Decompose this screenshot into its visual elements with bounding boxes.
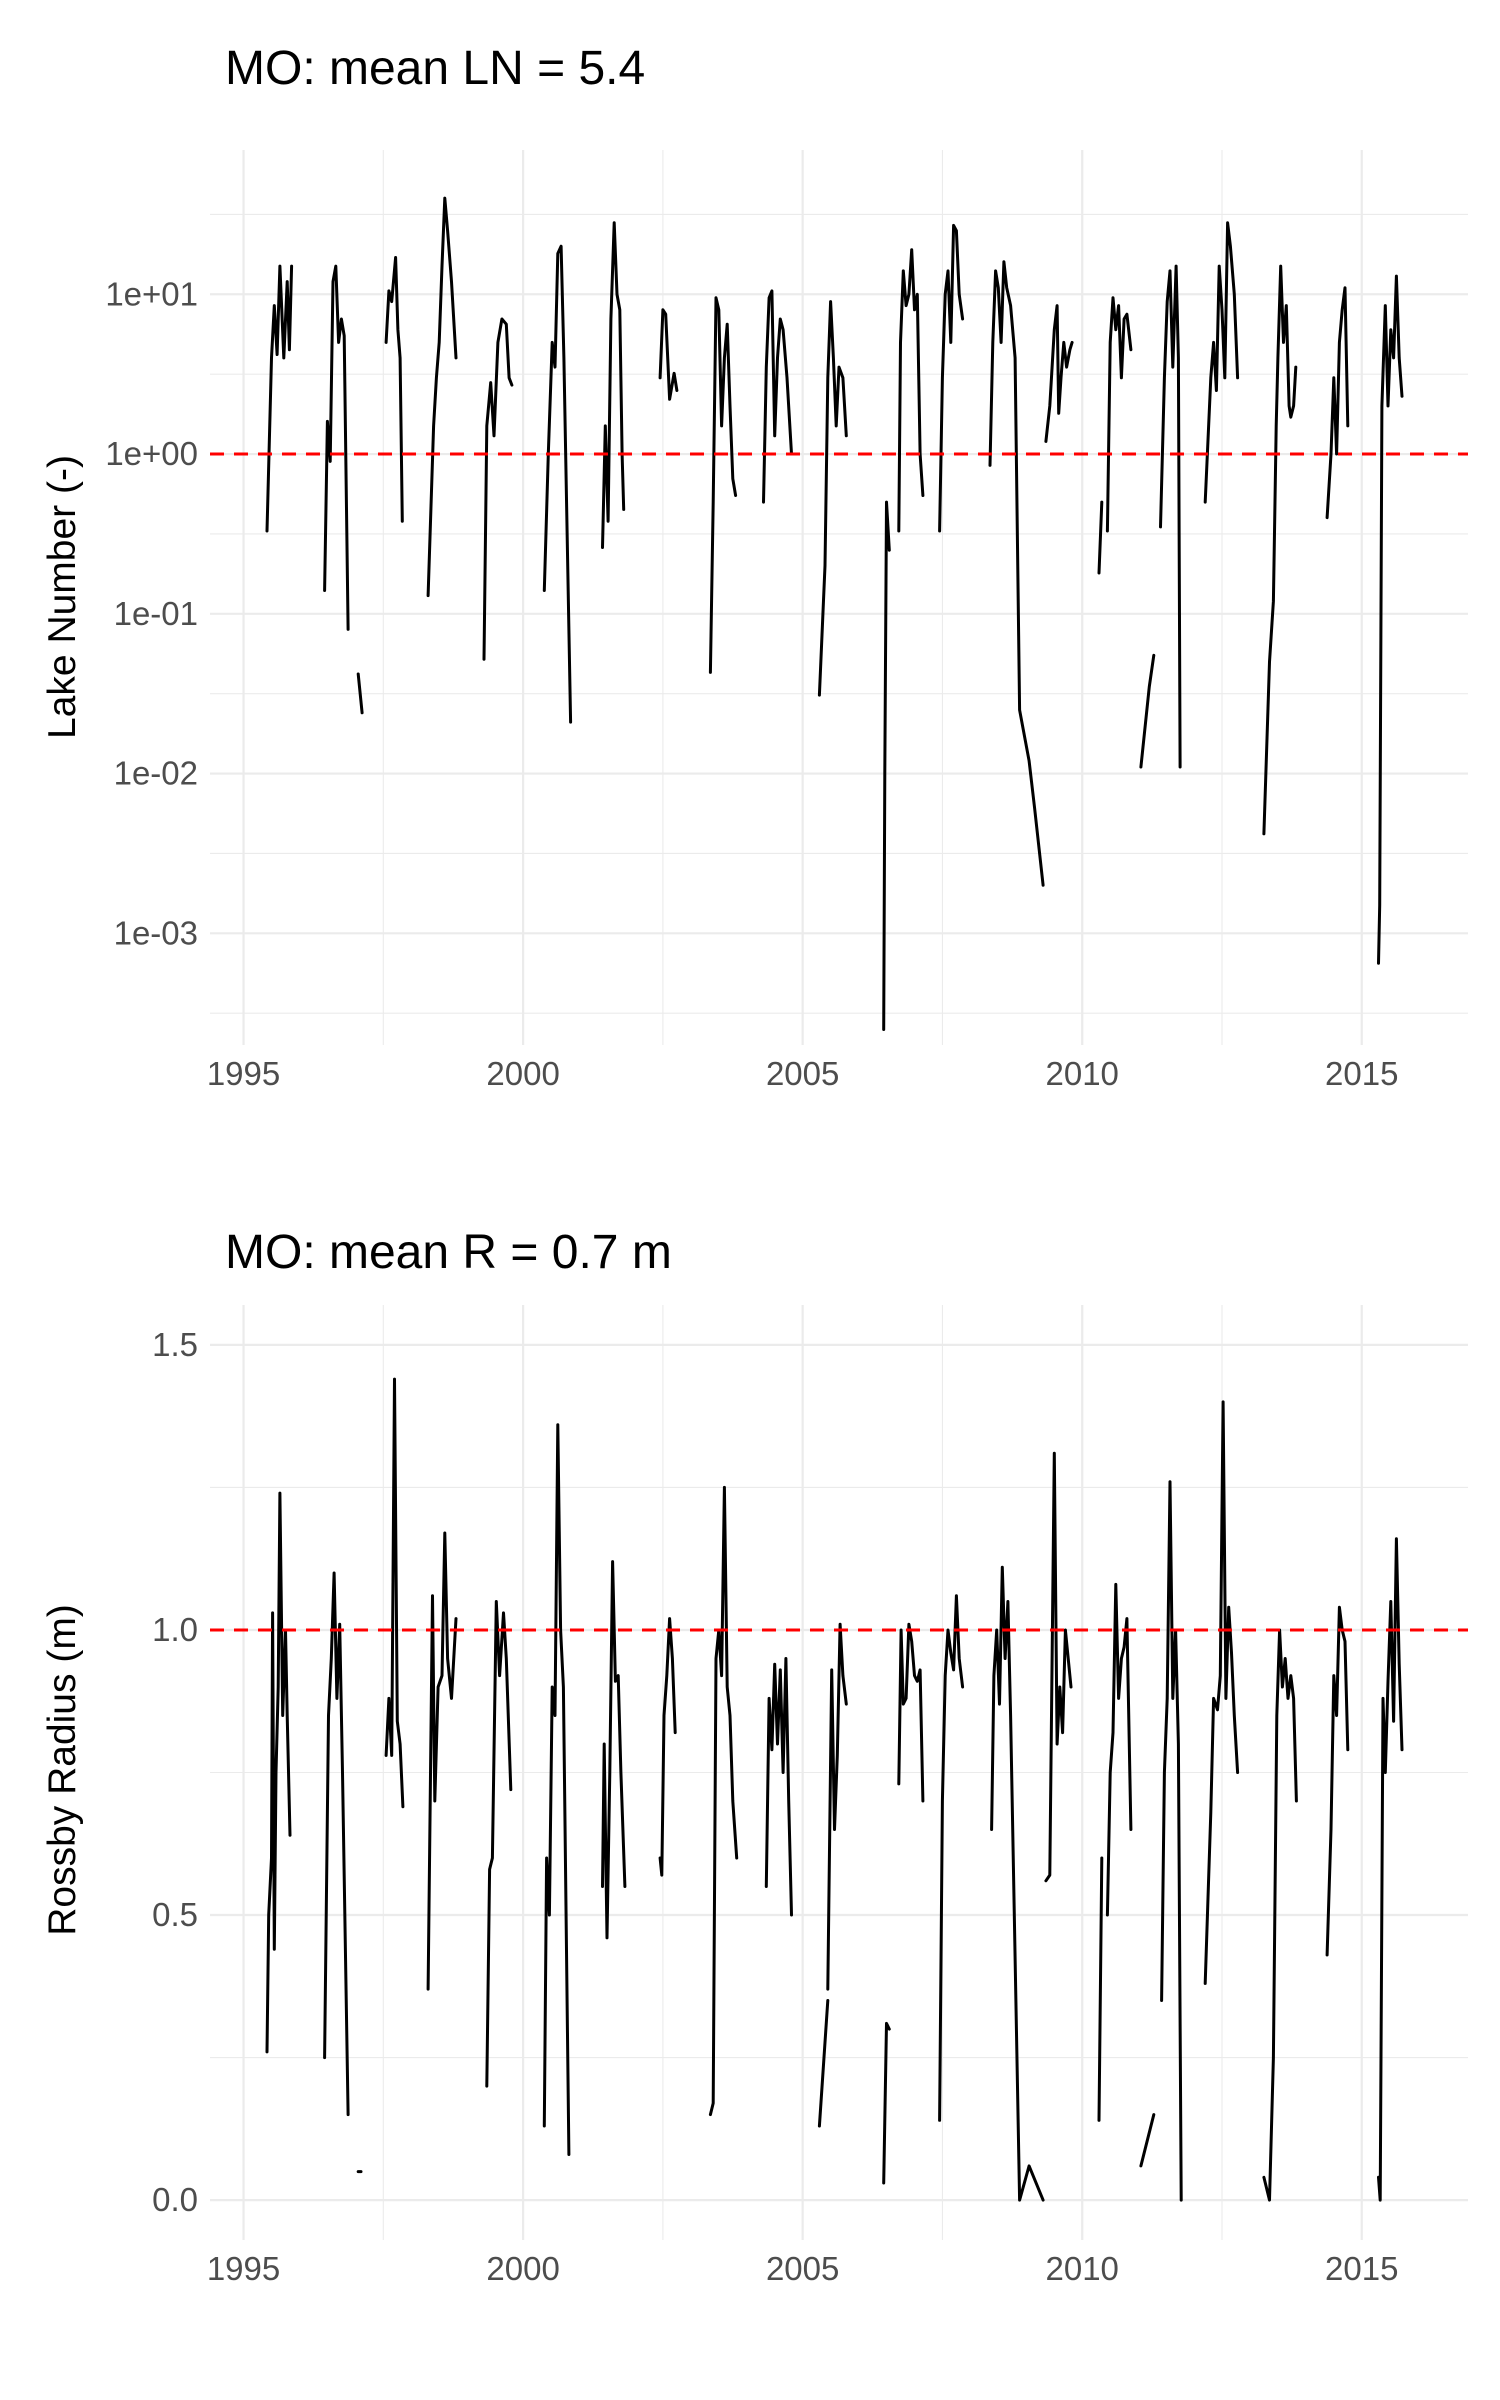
rossby-radius-series-segment [1139, 2113, 1156, 2168]
rossby-radius-series-segment [1044, 1451, 1073, 1883]
rossby-radius-series-segment [601, 1560, 627, 1940]
lake-number-series-segment [265, 264, 294, 533]
lake-number-x-tick-label: 2015 [1325, 1055, 1398, 1092]
rossby-radius-series-segment [708, 1485, 739, 2117]
lake-number-panel: MO: mean LN = 5.4 Lake Number (-) 1995 20… [41, 42, 1468, 1092]
rossby-radius-series-segment [897, 1622, 925, 1803]
lake-number-y-tick-labels: 1e-03 1e-02 1e-01 1e+00 1e+01 [105, 275, 198, 951]
rossby-radius-panel: MO: mean R = 0.7 m Rossby Radius (m) 199… [41, 1226, 1468, 2287]
lake-number-series-segment [1097, 500, 1104, 575]
rossby-radius-x-tick-label: 2000 [486, 2250, 559, 2287]
lake-number-series-segment [1159, 264, 1182, 769]
lake-number-x-tick-label: 1995 [207, 1055, 280, 1092]
lake-number-y-tick-label: 1e+00 [105, 435, 198, 472]
rossby-radius-series-segment [384, 1377, 405, 1809]
rossby-radius-series-segment [938, 1594, 965, 2122]
lake-number-series-segment [762, 289, 793, 504]
rossby-radius-x-tick-label: 2015 [1325, 2250, 1398, 2287]
lake-number-series-segment [542, 244, 573, 724]
lake-number-series-segment [323, 264, 350, 631]
lake-number-x-tick-label: 2005 [766, 1055, 839, 1092]
lake-number-series-segment [1325, 286, 1350, 520]
lake-number-series-segment [1139, 653, 1156, 769]
lake-number-x-tick-label: 2000 [486, 1055, 559, 1092]
lake-number-series-segment [1105, 296, 1133, 533]
rossby-radius-series-segment [882, 2021, 891, 2185]
rossby-radius-series-segment [764, 1657, 793, 1917]
lake-number-series-segment [882, 500, 891, 1031]
lake-number-series-segment [1203, 221, 1240, 504]
lake-number-series-segment [658, 308, 679, 401]
rossby-radius-x-tick-label: 1995 [207, 2250, 280, 2287]
rossby-radius-series-segment [485, 1600, 513, 2088]
lake-number-y-tick-label: 1e-02 [114, 755, 198, 792]
rossby-radius-x-tick-labels: 1995 2000 2005 2010 2015 [207, 2250, 1399, 2287]
lake-number-x-tick-label: 2010 [1046, 1055, 1119, 1092]
rossby-radius-series-segment [817, 1999, 830, 2128]
rossby-radius-y-tick-label: 0.0 [152, 2181, 198, 2218]
rossby-radius-series-segment [265, 1491, 292, 2054]
lake-number-y-axis-title: Lake Number (-) [41, 455, 84, 739]
lake-number-y-tick-label: 1e-03 [114, 914, 198, 951]
rossby-radius-series-segment [1262, 1628, 1298, 2202]
rossby-radius-y-tick-label: 1.0 [152, 1611, 198, 1648]
lake-number-series-segment [897, 248, 925, 533]
rossby-radius-series-segment [323, 1571, 350, 2117]
rossby-radius-series-segment [1105, 1582, 1133, 1917]
rossby-radius-series-segment [826, 1622, 848, 1991]
rossby-radius-series-segment [426, 1531, 458, 1991]
rossby-radius-y-tick-labels: 0.0 0.5 1.0 1.5 [152, 1326, 198, 2218]
lake-number-series-segment [384, 256, 404, 523]
lake-number-y-tick-label: 1e-01 [114, 595, 198, 632]
rossby-radius-x-tick-label: 2010 [1046, 2250, 1119, 2287]
lake-number-series-segment [356, 672, 364, 715]
lake-number-y-tick-label: 1e+01 [105, 275, 198, 312]
lake-number-series-segment [1262, 264, 1298, 836]
rossby-radius-series-segment [658, 1617, 677, 1877]
lake-number-series-segment [1377, 274, 1404, 965]
rossby-radius-series [265, 1377, 1404, 2202]
rossby-radius-series-segment [1160, 1480, 1183, 2202]
rossby-radius-series-segment [990, 1565, 1045, 2202]
lake-number-series-segment [817, 300, 848, 697]
lake-number-series-segment [601, 221, 626, 549]
lake-number-series-segment [426, 196, 458, 598]
lake-number-series-segment [1044, 304, 1074, 443]
lake-number-x-tick-labels: 1995 2000 2005 2010 2015 [207, 1055, 1399, 1092]
lake-number-series-segment [988, 260, 1045, 887]
rossby-radius-y-tick-label: 1.5 [152, 1326, 198, 1363]
rossby-radius-y-tick-label: 0.5 [152, 1896, 198, 1933]
lake-number-series-segment [708, 296, 738, 674]
rossby-radius-series-segment [1203, 1400, 1240, 1985]
lake-number-series-segment [938, 223, 965, 533]
rossby-radius-title: MO: mean R = 0.7 m [225, 1226, 672, 1279]
rossby-radius-series-segment [1325, 1605, 1350, 1957]
rossby-radius-x-tick-label: 2005 [766, 2250, 839, 2287]
rossby-radius-y-axis-title: Rossby Radius (m) [41, 1604, 84, 1936]
rossby-radius-series-segment [1377, 1537, 1404, 2202]
rossby-radius-series-segment [542, 1423, 571, 2156]
rossby-radius-series-segment [1097, 1856, 1104, 2122]
lake-number-title: MO: mean LN = 5.4 [225, 42, 645, 95]
lake-number-series [265, 196, 1404, 1031]
lake-number-series-segment [482, 317, 514, 661]
